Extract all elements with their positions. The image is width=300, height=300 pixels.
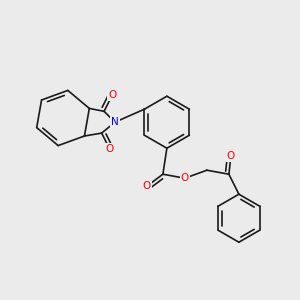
Text: O: O xyxy=(106,144,114,154)
Text: N: N xyxy=(111,117,119,127)
Text: O: O xyxy=(227,151,235,161)
Text: O: O xyxy=(143,181,151,191)
Text: O: O xyxy=(181,173,189,183)
Text: O: O xyxy=(108,90,116,100)
